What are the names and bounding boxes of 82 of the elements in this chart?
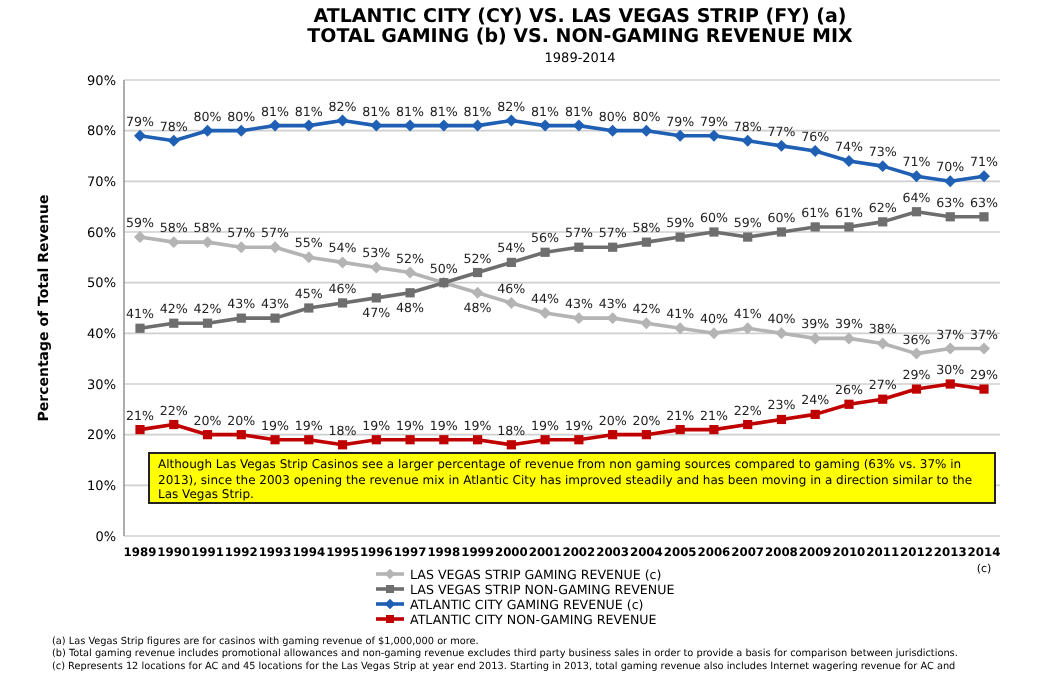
point xyxy=(134,129,146,142)
point xyxy=(775,139,788,152)
point xyxy=(540,247,550,257)
point xyxy=(844,222,854,232)
point xyxy=(270,435,280,445)
point xyxy=(169,419,179,430)
point xyxy=(304,303,314,313)
point xyxy=(944,175,957,188)
point xyxy=(878,394,888,404)
point xyxy=(439,435,449,445)
point xyxy=(473,435,483,445)
point xyxy=(641,430,651,440)
point xyxy=(878,217,888,227)
point xyxy=(540,435,550,445)
point xyxy=(337,298,348,308)
point xyxy=(911,384,922,394)
point xyxy=(302,251,315,264)
point xyxy=(743,419,753,430)
point xyxy=(473,267,483,278)
point xyxy=(371,435,381,445)
point xyxy=(135,323,145,333)
point xyxy=(640,317,653,330)
point xyxy=(675,425,685,435)
chart-title: ATLANTIC CITY (CY) VS. LAS VEGAS STRIP (FY) (a) TOTAL GAMING (b) VS. NON-GAMING REVENUE MIX xyxy=(307,6,854,48)
point xyxy=(640,124,653,137)
point xyxy=(876,337,889,350)
point xyxy=(337,440,348,450)
point xyxy=(270,313,280,323)
point xyxy=(978,170,990,183)
point xyxy=(911,207,922,217)
point xyxy=(709,227,719,237)
point xyxy=(810,222,820,232)
point xyxy=(945,212,955,222)
point xyxy=(741,134,754,147)
point xyxy=(674,322,687,335)
point xyxy=(910,170,923,183)
point xyxy=(574,242,584,252)
point xyxy=(167,134,180,147)
point xyxy=(505,296,518,309)
point xyxy=(235,124,248,137)
point xyxy=(236,313,246,323)
point xyxy=(979,384,989,394)
point xyxy=(405,435,415,445)
point xyxy=(169,318,179,328)
point xyxy=(336,114,349,127)
point xyxy=(506,257,516,267)
point xyxy=(505,114,518,127)
point xyxy=(775,327,788,340)
point xyxy=(741,322,754,335)
point xyxy=(574,435,584,445)
point xyxy=(404,266,417,279)
point xyxy=(304,435,314,445)
point xyxy=(675,232,685,242)
point xyxy=(876,160,889,173)
point xyxy=(743,232,753,242)
point xyxy=(269,241,282,254)
point xyxy=(809,144,822,157)
point xyxy=(810,409,820,419)
point xyxy=(844,399,854,409)
point xyxy=(134,231,146,244)
point xyxy=(842,155,855,168)
point xyxy=(641,237,651,247)
point xyxy=(776,227,787,237)
point xyxy=(776,414,787,425)
point xyxy=(910,347,923,360)
point xyxy=(202,318,213,328)
point xyxy=(945,379,955,389)
point xyxy=(608,430,618,440)
point xyxy=(978,342,990,355)
point xyxy=(608,242,618,252)
point xyxy=(370,261,383,274)
point xyxy=(236,430,246,440)
point xyxy=(979,212,989,222)
point xyxy=(709,425,719,435)
point xyxy=(202,430,213,440)
point xyxy=(336,256,349,269)
point xyxy=(135,425,145,435)
point xyxy=(405,288,415,298)
point xyxy=(371,293,381,303)
point xyxy=(506,440,516,450)
point xyxy=(606,124,619,137)
point xyxy=(471,286,484,299)
